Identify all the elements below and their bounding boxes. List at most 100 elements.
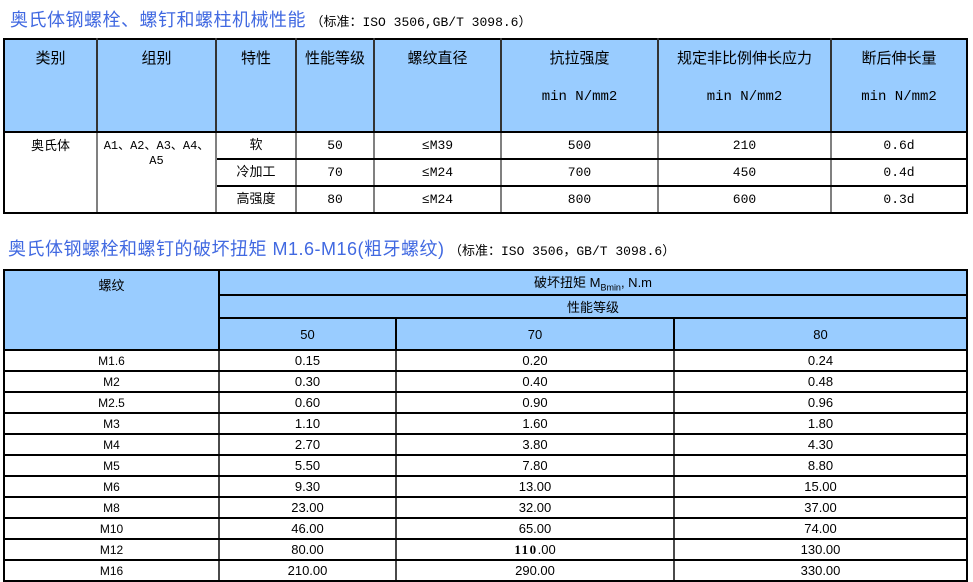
elongation-cell: 0.3d [830, 185, 968, 214]
torque-value-cell: 210.00 [218, 559, 397, 582]
mech-header-row: 类别 组别 特性 性能等级 螺纹直径 [3, 38, 968, 133]
col-header-property: 特性 [215, 38, 297, 133]
torque-value-cell: 74.00 [672, 517, 969, 540]
elongation-cell: 0.6d [830, 131, 968, 160]
torque-value-bold: 110 [514, 541, 538, 557]
tensile-strength-cell: 800 [500, 185, 659, 214]
torque-table-row: M4 2.70 3.80 4.30 [3, 433, 969, 456]
torque-header-row-2: 性能等级 [4, 294, 969, 319]
thread-cell: M12 [3, 538, 220, 561]
mech-properties-standard-note: （标准：ISO 3506,GB/T 3098.6） [310, 15, 532, 30]
grade-70-header: 70 [395, 317, 675, 351]
torque-value-cell: 110.00 [395, 538, 675, 561]
torque-table-row: M12 80.00 110.00 130.00 [3, 538, 969, 561]
torque-value-cell: 130.00 [672, 538, 969, 561]
thread-cell: M16 [3, 559, 220, 582]
torque-table-row: M5 5.50 7.80 8.80 [3, 454, 969, 477]
proof-stress-cell: 600 [657, 185, 832, 214]
torque-table-row: M16 210.00 290.00 330.00 [3, 559, 969, 582]
torque-value-cell: 80.00 [218, 538, 397, 561]
torque-value-cell: 1.60 [395, 412, 675, 435]
torque-value-cell: 330.00 [672, 559, 969, 582]
torque-value-cell: 8.80 [672, 454, 969, 477]
breaking-torque-header: 螺纹 破坏扭矩 MBmin, N.m 性能等级 50 70 80 [3, 269, 969, 351]
torque-table-row: M2 0.30 0.40 0.48 [3, 370, 969, 393]
torque-column-header: 破坏扭矩 MBmin, N.m [217, 269, 969, 296]
breaking-torque-title: 奥氏体钢螺栓和螺钉的破坏扭矩 M1.6-M16(粗牙螺纹) （标准：ISO 35… [8, 235, 973, 261]
col-header-unit: min N/mm2 [706, 89, 783, 105]
mech-table-row: 高强度 80 ≤M24 800 600 0.3d [4, 185, 968, 214]
mech-table-row: 冷加工 70 ≤M24 700 450 0.4d [4, 158, 968, 187]
thread-cell: M2.5 [3, 391, 220, 414]
thread-cell: M8 [3, 496, 220, 519]
torque-value-cell: 1.10 [218, 412, 397, 435]
diameter-cell: ≤M24 [373, 185, 502, 214]
torque-table-row: M8 23.00 32.00 37.00 [3, 496, 969, 519]
torque-value-cell: 0.40 [395, 370, 675, 393]
mech-properties-table: 类别 组别 特性 性能等级 螺纹直径 [3, 38, 968, 214]
proof-stress-cell: 210 [657, 131, 832, 160]
col-header-unit: min N/mm2 [541, 89, 618, 105]
torque-value-cell: 0.90 [395, 391, 675, 414]
thread-cell: M5 [3, 454, 220, 477]
torque-value-cell: 7.80 [395, 454, 675, 477]
torque-value-cell: 9.30 [218, 475, 397, 498]
grade-cell: 80 [295, 185, 375, 214]
mech-properties-title: 奥氏体钢螺栓、螺钉和螺柱机械性能 （标准：ISO 3506,GB/T 3098.… [10, 6, 973, 32]
property-cell: 冷加工 [215, 158, 297, 187]
mech-table-body: 奥氏体 A1、A2、A3、A4、A5 软 50 ≤M39 500 210 0.6d 冷加工 70 ≤… [3, 131, 968, 214]
torque-header-suffix: , N.m [620, 275, 653, 291]
col-header-tensile: 抗拉强度 min N/mm2 [500, 38, 659, 133]
tensile-strength-cell: 700 [500, 158, 659, 187]
col-header-grade: 性能等级 [295, 38, 375, 133]
torque-header-row-3: 50 70 80 [4, 317, 969, 351]
elongation-cell: 0.4d [830, 158, 968, 187]
thread-column-header: 螺纹 [3, 269, 220, 351]
col-header-label: 组别 [141, 50, 172, 67]
breaking-torque-title-text: 奥氏体钢螺栓和螺钉的破坏扭矩 M1.6-M16(粗牙螺纹) [8, 239, 445, 259]
torque-value-cell: 37.00 [672, 496, 969, 519]
performance-grade-header: 性能等级 [217, 294, 969, 319]
col-header-label: 特性 [240, 50, 271, 67]
col-header-elongation: 断后伸长量 min N/mm2 [830, 38, 968, 133]
torque-header-row-1: 螺纹 破坏扭矩 MBmin, N.m [3, 269, 969, 351]
torque-value-cell: 0.20 [395, 349, 675, 372]
thread-cell: M10 [3, 517, 220, 540]
torque-value-cell: 0.30 [218, 370, 397, 393]
grade-80-header: 80 [672, 317, 969, 351]
mech-properties-header: 类别 组别 特性 性能等级 螺纹直径 [3, 38, 968, 133]
diameter-cell: ≤M39 [373, 131, 502, 160]
tensile-strength-cell: 500 [500, 131, 659, 160]
torque-value-cell: 65.00 [395, 517, 675, 540]
torque-value-cell: 5.50 [218, 454, 397, 477]
grade-50-header: 50 [218, 317, 397, 351]
grade-cell: 70 [295, 158, 375, 187]
col-header-diameter: 螺纹直径 [373, 38, 502, 133]
torque-value-cell: 2.70 [218, 433, 397, 456]
torque-table-row: M2.5 0.60 0.90 0.96 [3, 391, 969, 414]
col-header-label: 断后伸长量 [861, 50, 937, 67]
col-header-category: 类别 [3, 38, 98, 133]
thread-cell: M1.6 [3, 349, 220, 372]
group-cell: A1、A2、A3、A4、A5 [96, 131, 217, 214]
torque-value-cell: 3.80 [395, 433, 675, 456]
thread-cell: M2 [3, 370, 220, 393]
col-header-label: 性能等级 [304, 50, 365, 67]
torque-table-row: M3 1.10 1.60 1.80 [3, 412, 969, 435]
col-header-proof-stress: 规定非比例伸长应力 min N/mm2 [657, 38, 832, 133]
col-header-label: 类别 [35, 50, 66, 67]
category-cell: 奥氏体 [3, 131, 98, 214]
torque-table-row: M6 9.30 13.00 15.00 [3, 475, 969, 498]
torque-value-cell: 0.48 [672, 370, 969, 393]
torque-value-cell: 15.00 [672, 475, 969, 498]
thread-cell: M4 [3, 433, 220, 456]
property-cell: 软 [215, 131, 297, 160]
diameter-cell: ≤M24 [373, 158, 502, 187]
torque-value-cell: 4.30 [672, 433, 969, 456]
thread-cell: M6 [3, 475, 220, 498]
torque-table-row: M1.6 0.15 0.20 0.24 [3, 349, 969, 372]
torque-value-cell: 13.00 [395, 475, 675, 498]
property-cell: 高强度 [215, 185, 297, 214]
torque-value-cell: 290.00 [395, 559, 675, 582]
torque-value-cell: 1.80 [672, 412, 969, 435]
